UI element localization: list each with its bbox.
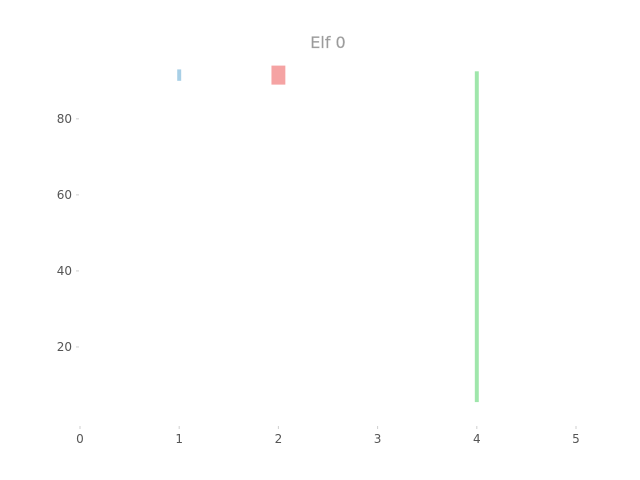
x-tick-label: 3 [374, 432, 382, 446]
chart-title: Elf 0 [310, 33, 345, 52]
bars [177, 65, 479, 403]
x-tick-label: 1 [175, 432, 183, 446]
y-tick-label: 60 [57, 188, 72, 202]
x-tick-label: 5 [572, 432, 580, 446]
bar-2 [271, 65, 286, 85]
y-tick-label: 80 [57, 112, 72, 126]
x-tick-label: 4 [473, 432, 481, 446]
x-axis: 0 1 2 3 4 5 [76, 426, 580, 446]
y-tick-label: 20 [57, 340, 72, 354]
bar-1 [177, 69, 182, 81]
y-tick-label: 40 [57, 264, 72, 278]
y-axis: 20 40 60 80 [57, 112, 79, 354]
bar-3 [474, 71, 479, 403]
x-tick-label: 2 [275, 432, 283, 446]
x-tick-label: 0 [76, 432, 84, 446]
